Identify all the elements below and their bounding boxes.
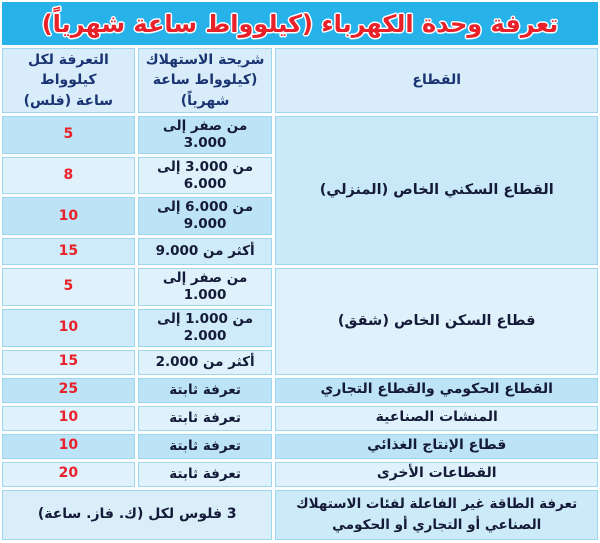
- sector-cell: القطاع السكني الخاص (المنزلي): [275, 115, 598, 266]
- column-header-consumption-bracket: شريحة الاستهلاك (كيلوواط ساعة شهرياً): [137, 48, 273, 113]
- sector-cell: المنشات الصناعية: [275, 405, 598, 431]
- footer-row: تعرفة الطاقة غير الفاعلة لفئات الاستهلاك…: [2, 489, 598, 540]
- tariff-value-cell: 10: [2, 405, 135, 431]
- table-row: أكثر من 2.000 15: [2, 349, 598, 375]
- tariff-value-cell: 10: [2, 433, 135, 459]
- bracket-cell: من 6.000 إلى 9.000: [137, 197, 273, 236]
- sector-cell: القطاعات الأخرى: [275, 461, 598, 487]
- page-title: تعرفة وحدة الكهرباء (كيلوواط ساعة شهرياً…: [41, 9, 559, 38]
- table-row: قطاع السكن الخاص (شقق) من صفر إلى 1.000 …: [2, 268, 598, 375]
- tariff-value-cell: 5: [2, 268, 135, 306]
- bracket-cell: من صفر إلى 1.000: [137, 268, 273, 306]
- sector-cell: قطاع الإنتاج الغذائي: [275, 433, 598, 459]
- column-header-sector: القطاع: [275, 48, 598, 113]
- tariff-value-cell: 15: [2, 349, 135, 375]
- bracket-cell: من صفر إلى 3.000: [137, 115, 273, 154]
- table-row: من 3.000 إلى 6.000 8: [2, 156, 598, 195]
- tariff-table: القطاع شريحة الاستهلاك (كيلوواط ساعة شهر…: [0, 45, 600, 543]
- table-row: من 6.000 إلى 9.000 10: [2, 197, 598, 236]
- table-row: القطاعات الأخرى تعرفة ثابتة 20: [2, 461, 598, 487]
- sector-cell: القطاع الحكومي والقطاع التجاري: [275, 377, 598, 403]
- bracket-cell: أكثر من 2.000: [137, 349, 273, 375]
- tariff-value-cell: 10: [2, 308, 135, 347]
- sector-cell: قطاع السكن الخاص (شقق): [275, 268, 598, 375]
- table-row: أكثر من 9.000 15: [2, 238, 598, 266]
- bracket-cell: من 1.000 إلى 2.000: [137, 308, 273, 347]
- reactive-energy-tariff-label: تعرفة الطاقة غير الفاعلة لفئات الاستهلاك…: [275, 489, 598, 540]
- header-row: القطاع شريحة الاستهلاك (كيلوواط ساعة شهر…: [2, 48, 598, 113]
- title-bar: تعرفة وحدة الكهرباء (كيلوواط ساعة شهرياً…: [2, 2, 598, 45]
- column-header-tariff: التعرفة لكل كيلوواط ساعة (فلس): [2, 48, 135, 113]
- bracket-cell: من 3.000 إلى 6.000: [137, 156, 273, 195]
- tariff-value-cell: 5: [2, 115, 135, 154]
- reactive-energy-tariff-value: 3 فلوس لكل (ك. فاز. ساعة): [2, 489, 273, 540]
- tariff-value-cell: 10: [2, 197, 135, 236]
- bracket-cell: تعرفة ثابتة: [137, 405, 273, 431]
- bracket-cell: أكثر من 9.000: [137, 238, 273, 266]
- tariff-value-cell: 8: [2, 156, 135, 195]
- table-row: المنشات الصناعية تعرفة ثابتة 10: [2, 405, 598, 431]
- table-row: من 1.000 إلى 2.000 10: [2, 308, 598, 347]
- table-row: القطاع الحكومي والقطاع التجاري تعرفة ثاب…: [2, 377, 598, 403]
- bracket-cell: تعرفة ثابتة: [137, 461, 273, 487]
- bracket-cell: تعرفة ثابتة: [137, 433, 273, 459]
- tariff-value-cell: 25: [2, 377, 135, 403]
- tariff-value-cell: 20: [2, 461, 135, 487]
- table-row: قطاع الإنتاج الغذائي تعرفة ثابتة 10: [2, 433, 598, 459]
- bracket-cell: تعرفة ثابتة: [137, 377, 273, 403]
- tariff-value-cell: 15: [2, 238, 135, 266]
- table-row: القطاع السكني الخاص (المنزلي) من صفر إلى…: [2, 115, 598, 266]
